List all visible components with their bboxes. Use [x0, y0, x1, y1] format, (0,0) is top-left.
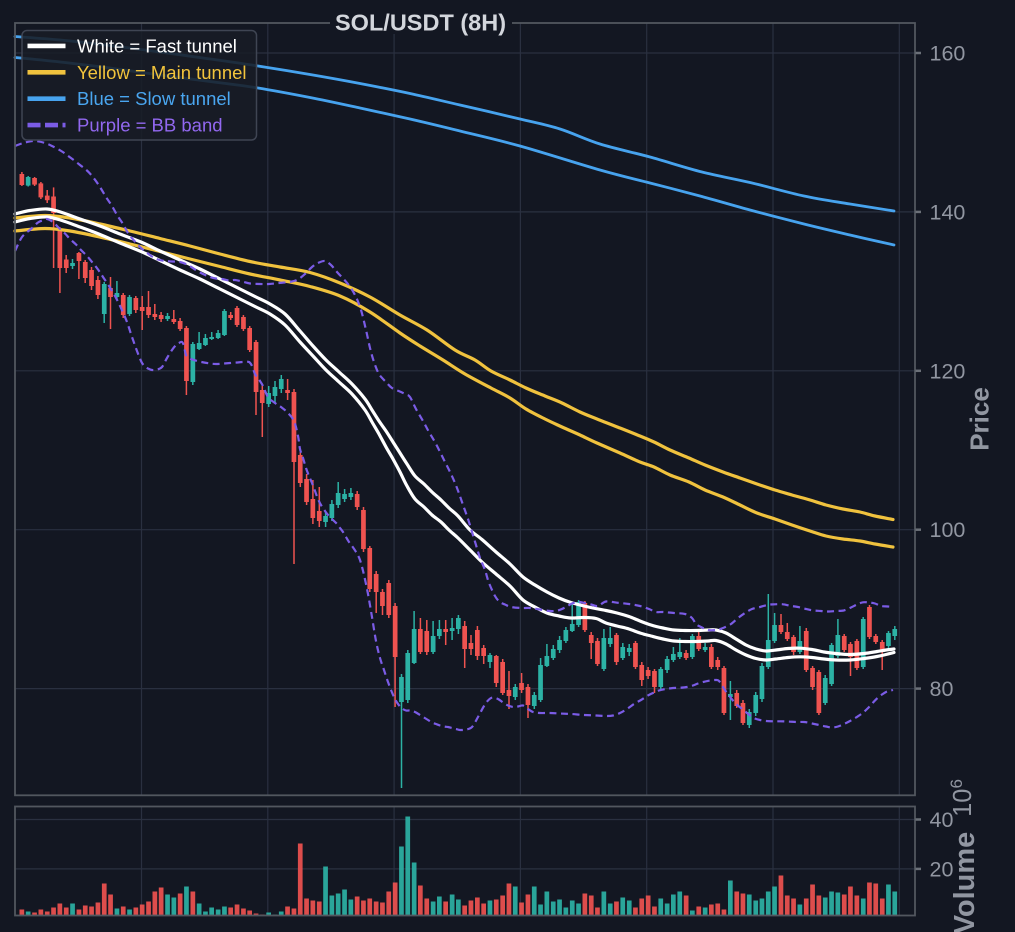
- svg-text:Price: Price: [965, 387, 995, 451]
- svg-text:Purple = BB band: Purple = BB band: [77, 115, 223, 136]
- svg-text:120: 120: [930, 359, 966, 383]
- svg-text:Yellow = Main tunnel: Yellow = Main tunnel: [77, 62, 247, 83]
- svg-text:80: 80: [930, 677, 954, 701]
- svg-text:White = Fast tunnel: White = Fast tunnel: [77, 35, 237, 56]
- svg-text:Volume: Volume: [949, 832, 981, 932]
- svg-text:40: 40: [930, 808, 954, 832]
- svg-text:SOL/USDT (8H): SOL/USDT (8H): [335, 10, 506, 36]
- svg-text:Blue = Slow tunnel: Blue = Slow tunnel: [77, 88, 231, 109]
- svg-text:140: 140: [930, 200, 966, 224]
- svg-text:160: 160: [930, 42, 966, 66]
- svg-text:20: 20: [930, 857, 954, 881]
- svg-text:100: 100: [930, 518, 966, 542]
